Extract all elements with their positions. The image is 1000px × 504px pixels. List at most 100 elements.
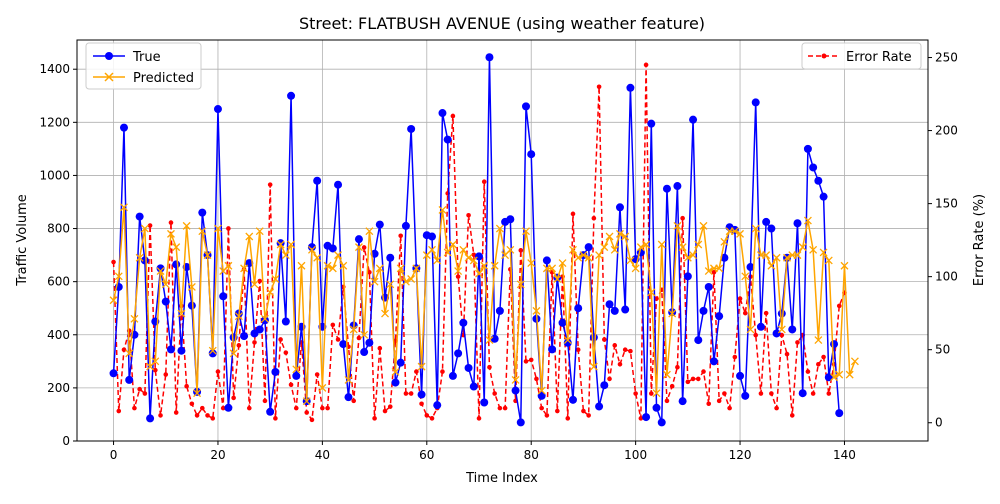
series-predicted-point xyxy=(830,373,838,382)
legend-left: True Predicted xyxy=(85,42,202,90)
series-error-rate-point xyxy=(189,401,195,407)
axes-layer: 0 20 40 60 80 100 120 1400200400600800100012001… xyxy=(39,51,957,462)
y-tick-label: 800 xyxy=(47,222,70,236)
series-error-rate-point xyxy=(575,347,581,352)
series-predicted-point xyxy=(287,240,296,249)
series-true-point xyxy=(407,124,416,133)
series-error-rate-point xyxy=(774,405,779,411)
series-true-point xyxy=(699,306,708,315)
series-predicted-point xyxy=(678,243,687,252)
series-true-point xyxy=(448,371,457,380)
series-true-point xyxy=(511,386,520,395)
y-tick-label: 200 xyxy=(47,381,70,395)
series-error-rate-point xyxy=(168,220,174,225)
series-true-point xyxy=(746,263,755,272)
series-true-point xyxy=(360,348,369,357)
series-predicted-point xyxy=(475,269,483,278)
series-error-rate-point xyxy=(675,364,680,370)
series-predicted-point xyxy=(584,253,593,262)
series-predicted-point xyxy=(438,206,447,214)
series-true-point xyxy=(756,322,765,331)
series-error-rate-point xyxy=(607,376,612,382)
series-predicted-point xyxy=(558,259,567,268)
series-error-rate-point xyxy=(570,211,576,217)
series-predicted-point xyxy=(469,256,478,265)
series-true-point xyxy=(375,220,384,229)
series-predicted-point xyxy=(715,264,724,273)
series-error-rate-point xyxy=(471,252,477,258)
series-predicted-point xyxy=(391,367,400,376)
series-error-rate-point xyxy=(648,391,654,396)
series-predicted-point xyxy=(130,314,139,323)
series-error-rate-point xyxy=(440,369,445,374)
series-error-rate-point xyxy=(429,416,435,421)
series-predicted-point xyxy=(652,389,661,398)
series-predicted-point xyxy=(172,243,181,252)
series-true-point xyxy=(548,345,557,354)
series-true-point xyxy=(213,105,222,114)
series-true-point xyxy=(146,414,155,423)
series-predicted-point xyxy=(845,370,854,379)
series-predicted-point xyxy=(793,251,802,260)
series-predicted-point xyxy=(657,240,666,249)
series-error-rate-point xyxy=(283,350,289,355)
series-predicted-point xyxy=(631,264,640,273)
series-true-point xyxy=(689,115,698,124)
series-predicted-point xyxy=(292,365,301,374)
y2-axis-label: Error Rate (%) xyxy=(972,194,987,286)
series-error-rate-point xyxy=(685,379,691,385)
series-predicted-point xyxy=(751,224,760,233)
y-tick-label: 1200 xyxy=(39,115,70,129)
series-predicted-point xyxy=(798,243,807,252)
series-true-point xyxy=(626,83,635,92)
series-error-rate-point xyxy=(810,391,816,396)
series-error-rate-point xyxy=(784,351,790,357)
series-predicted-point xyxy=(208,346,217,355)
series-error-rate-point xyxy=(565,416,571,421)
series-true-point xyxy=(266,407,275,416)
series-true-point xyxy=(438,109,447,118)
series-predicted-point xyxy=(203,251,212,260)
series-predicted-point xyxy=(506,245,515,254)
series-error-rate-point xyxy=(372,416,377,421)
series-predicted-point xyxy=(360,330,369,339)
series-predicted-point xyxy=(689,251,698,260)
series-true-point xyxy=(365,338,374,347)
series-predicted-point xyxy=(537,386,546,395)
series-true-point xyxy=(454,349,463,358)
series-error-rate-point xyxy=(158,413,163,418)
series-predicted-point xyxy=(334,251,343,260)
series-error-rate-point xyxy=(555,408,560,414)
series-predicted-point xyxy=(662,370,671,379)
series-predicted-point xyxy=(835,370,844,379)
series-predicted-point xyxy=(125,349,134,358)
series-error-rate-point xyxy=(492,391,497,396)
series-error-rate-point xyxy=(466,213,471,218)
series-predicted-point xyxy=(767,261,776,270)
series-true-point xyxy=(574,304,583,313)
series-error-rate-point xyxy=(591,215,597,221)
series-error-rate-point xyxy=(184,383,189,389)
series-predicted-point xyxy=(428,245,436,254)
series-error-rate-point xyxy=(722,391,727,396)
series-predicted-point xyxy=(636,243,645,252)
x-tick-label: 120 xyxy=(729,448,752,462)
series-predicted-point xyxy=(114,272,123,281)
series-error-rate-point xyxy=(518,248,524,253)
series-predicted-point xyxy=(407,275,416,283)
series-error-rate-point xyxy=(419,401,424,407)
y-tick-label: 1400 xyxy=(39,62,70,76)
series-error-rate-point xyxy=(633,391,638,396)
series-predicted-point xyxy=(516,280,525,289)
series-error-rate-point xyxy=(481,179,487,185)
series-error-rate-point xyxy=(643,62,649,68)
series-true-point xyxy=(605,300,614,309)
series-predicted-point xyxy=(214,224,222,233)
series-error-rate-point xyxy=(596,84,602,90)
series-predicted-point xyxy=(579,251,588,260)
series-layer xyxy=(109,53,859,427)
series-error-rate-point xyxy=(695,376,701,382)
y-tick-label: 1000 xyxy=(39,168,70,182)
series-true-point xyxy=(814,176,823,185)
series-true-point xyxy=(824,373,833,382)
